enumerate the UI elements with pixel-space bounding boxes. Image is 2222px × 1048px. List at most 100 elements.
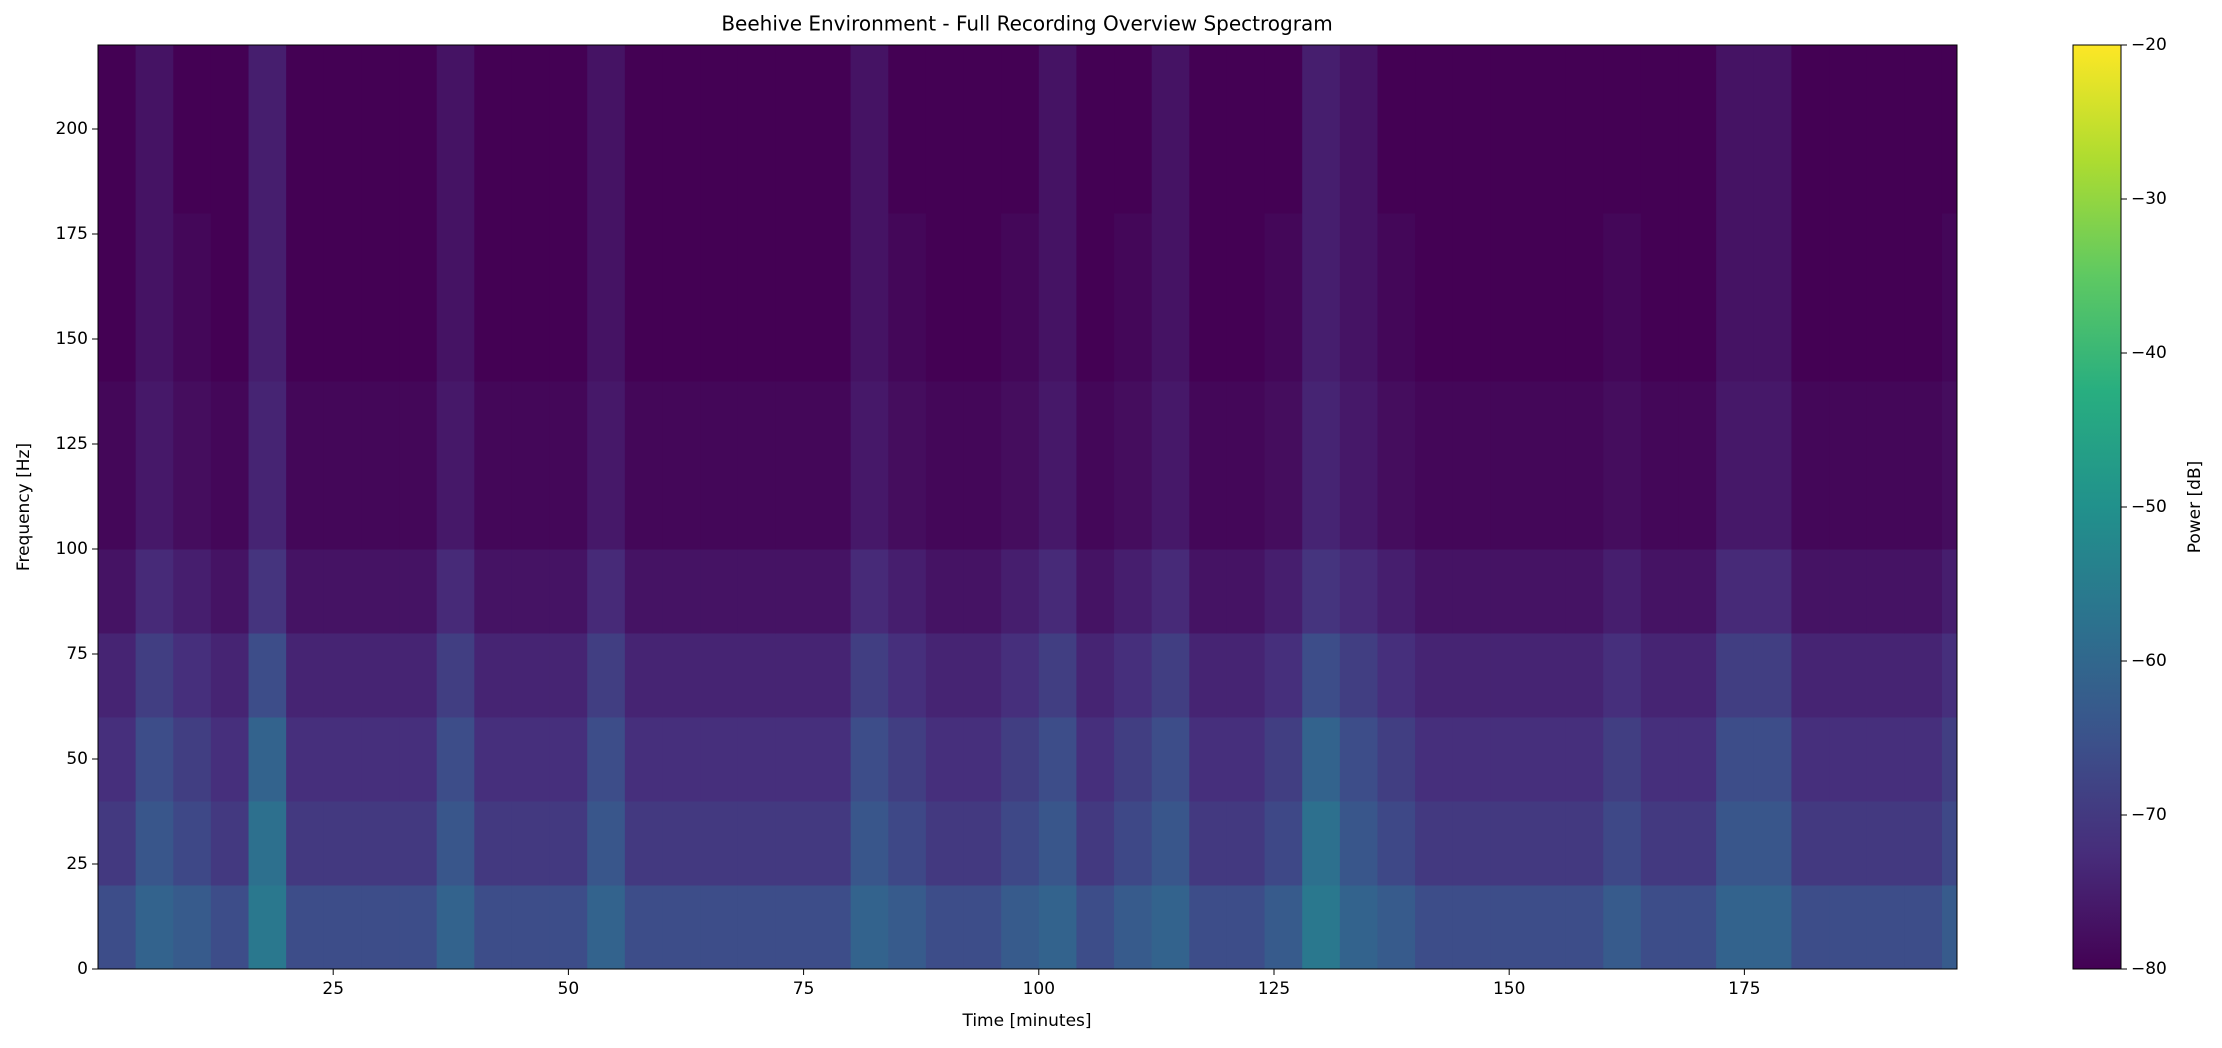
heatmap-cell xyxy=(1904,213,1943,298)
heatmap-cell xyxy=(436,45,475,130)
heatmap-cell xyxy=(98,381,137,466)
heatmap-cell xyxy=(1490,465,1529,550)
heatmap-cell xyxy=(1904,633,1943,718)
heatmap-cell xyxy=(286,381,325,466)
heatmap-cell xyxy=(587,297,626,382)
colorbar-tick-label: −50 xyxy=(2131,497,2167,517)
heatmap-cell xyxy=(963,549,1002,634)
heatmap-cell xyxy=(1753,129,1792,214)
heatmap-cell xyxy=(850,213,889,298)
heatmap-cell xyxy=(850,381,889,466)
heatmap-cell xyxy=(1302,801,1341,886)
heatmap-cell xyxy=(135,297,174,382)
x-tick-label: 100 xyxy=(1023,979,1055,999)
heatmap-cell xyxy=(888,465,927,550)
heatmap-cell xyxy=(1640,213,1680,298)
heatmap-cell xyxy=(323,213,362,298)
heatmap-cell xyxy=(737,549,776,634)
heatmap-cell xyxy=(1565,549,1604,634)
heatmap-cell xyxy=(700,717,739,802)
heatmap-cell xyxy=(1603,633,1642,718)
heatmap-cell xyxy=(1377,129,1416,214)
heatmap-cell xyxy=(587,465,626,550)
heatmap-cell xyxy=(662,549,701,634)
heatmap-cell xyxy=(963,717,1002,802)
heatmap-cell xyxy=(1791,885,1830,970)
heatmap-cell xyxy=(700,465,739,550)
heatmap-cell xyxy=(1791,465,1830,550)
heatmap-cell xyxy=(248,465,287,550)
heatmap-cell xyxy=(1753,885,1792,970)
heatmap-cell xyxy=(1716,549,1755,634)
heatmap-cell xyxy=(1678,549,1717,634)
heatmap-cell xyxy=(813,45,852,130)
heatmap-cell xyxy=(963,213,1002,298)
heatmap-cell xyxy=(700,381,739,466)
heatmap-cell xyxy=(1302,465,1341,550)
heatmap-cell xyxy=(662,717,701,802)
heatmap-cell xyxy=(1038,633,1077,718)
heatmap-cell xyxy=(775,381,814,466)
x-tick-label: 175 xyxy=(1728,979,1760,999)
heatmap-cell xyxy=(624,45,663,130)
heatmap-cell xyxy=(1076,129,1115,214)
heatmap-cell xyxy=(813,885,852,970)
heatmap-cell xyxy=(587,381,626,466)
heatmap-cell xyxy=(1264,801,1303,886)
heatmap-cell xyxy=(1753,549,1792,634)
heatmap-cell xyxy=(1151,717,1190,802)
heatmap-cell xyxy=(1528,297,1567,382)
heatmap-cell xyxy=(1941,45,1958,130)
heatmap-cell xyxy=(511,549,551,634)
heatmap-cell xyxy=(1640,465,1680,550)
heatmap-cell xyxy=(1904,297,1943,382)
heatmap-cell xyxy=(98,45,137,130)
heatmap-cell xyxy=(888,45,927,130)
heatmap-cell xyxy=(1415,297,1454,382)
heatmap-cell xyxy=(1490,45,1529,130)
heatmap-cell xyxy=(98,717,137,802)
heatmap-cell xyxy=(135,885,174,970)
heatmap-cell xyxy=(1603,297,1642,382)
heatmap-cell xyxy=(850,717,889,802)
heatmap-cell xyxy=(248,213,287,298)
heatmap-cell xyxy=(436,297,475,382)
heatmap-cell xyxy=(549,381,588,466)
heatmap-cell xyxy=(925,213,965,298)
heatmap-cell xyxy=(1114,465,1153,550)
heatmap-cell xyxy=(1264,213,1303,298)
heatmap-cell xyxy=(1829,213,1868,298)
heatmap-cell xyxy=(1603,213,1642,298)
heatmap-cell xyxy=(624,801,663,886)
heatmap-cell xyxy=(925,717,965,802)
heatmap-cell xyxy=(361,633,400,718)
heatmap-cell xyxy=(1226,465,1266,550)
heatmap-cell xyxy=(1189,549,1228,634)
heatmap-cell xyxy=(775,801,814,886)
heatmap-cell xyxy=(963,129,1002,214)
heatmap-cell xyxy=(1528,885,1567,970)
heatmap-cell xyxy=(1490,549,1529,634)
heatmap-cell xyxy=(436,885,475,970)
heatmap-cell xyxy=(474,297,513,382)
y-tick-label: 175 xyxy=(56,224,88,244)
heatmap-cell xyxy=(98,801,137,886)
heatmap-cell xyxy=(775,633,814,718)
heatmap-cell xyxy=(1941,465,1958,550)
heatmap-cell xyxy=(1829,885,1868,970)
heatmap-cell xyxy=(173,129,212,214)
heatmap-cell xyxy=(1565,885,1604,970)
heatmap-cell xyxy=(775,297,814,382)
heatmap-cell xyxy=(1829,381,1868,466)
heatmap-cell xyxy=(1716,801,1755,886)
heatmap-cell xyxy=(1678,717,1717,802)
heatmap-cell xyxy=(737,45,776,130)
heatmap-cell xyxy=(135,213,174,298)
heatmap-cell xyxy=(1753,297,1792,382)
heatmap-cell xyxy=(1490,381,1529,466)
heatmap-cell xyxy=(1866,717,1905,802)
heatmap-cell xyxy=(775,45,814,130)
heatmap-cell xyxy=(1829,297,1868,382)
heatmap-cell xyxy=(1753,213,1792,298)
heatmap-cell xyxy=(1490,885,1529,970)
